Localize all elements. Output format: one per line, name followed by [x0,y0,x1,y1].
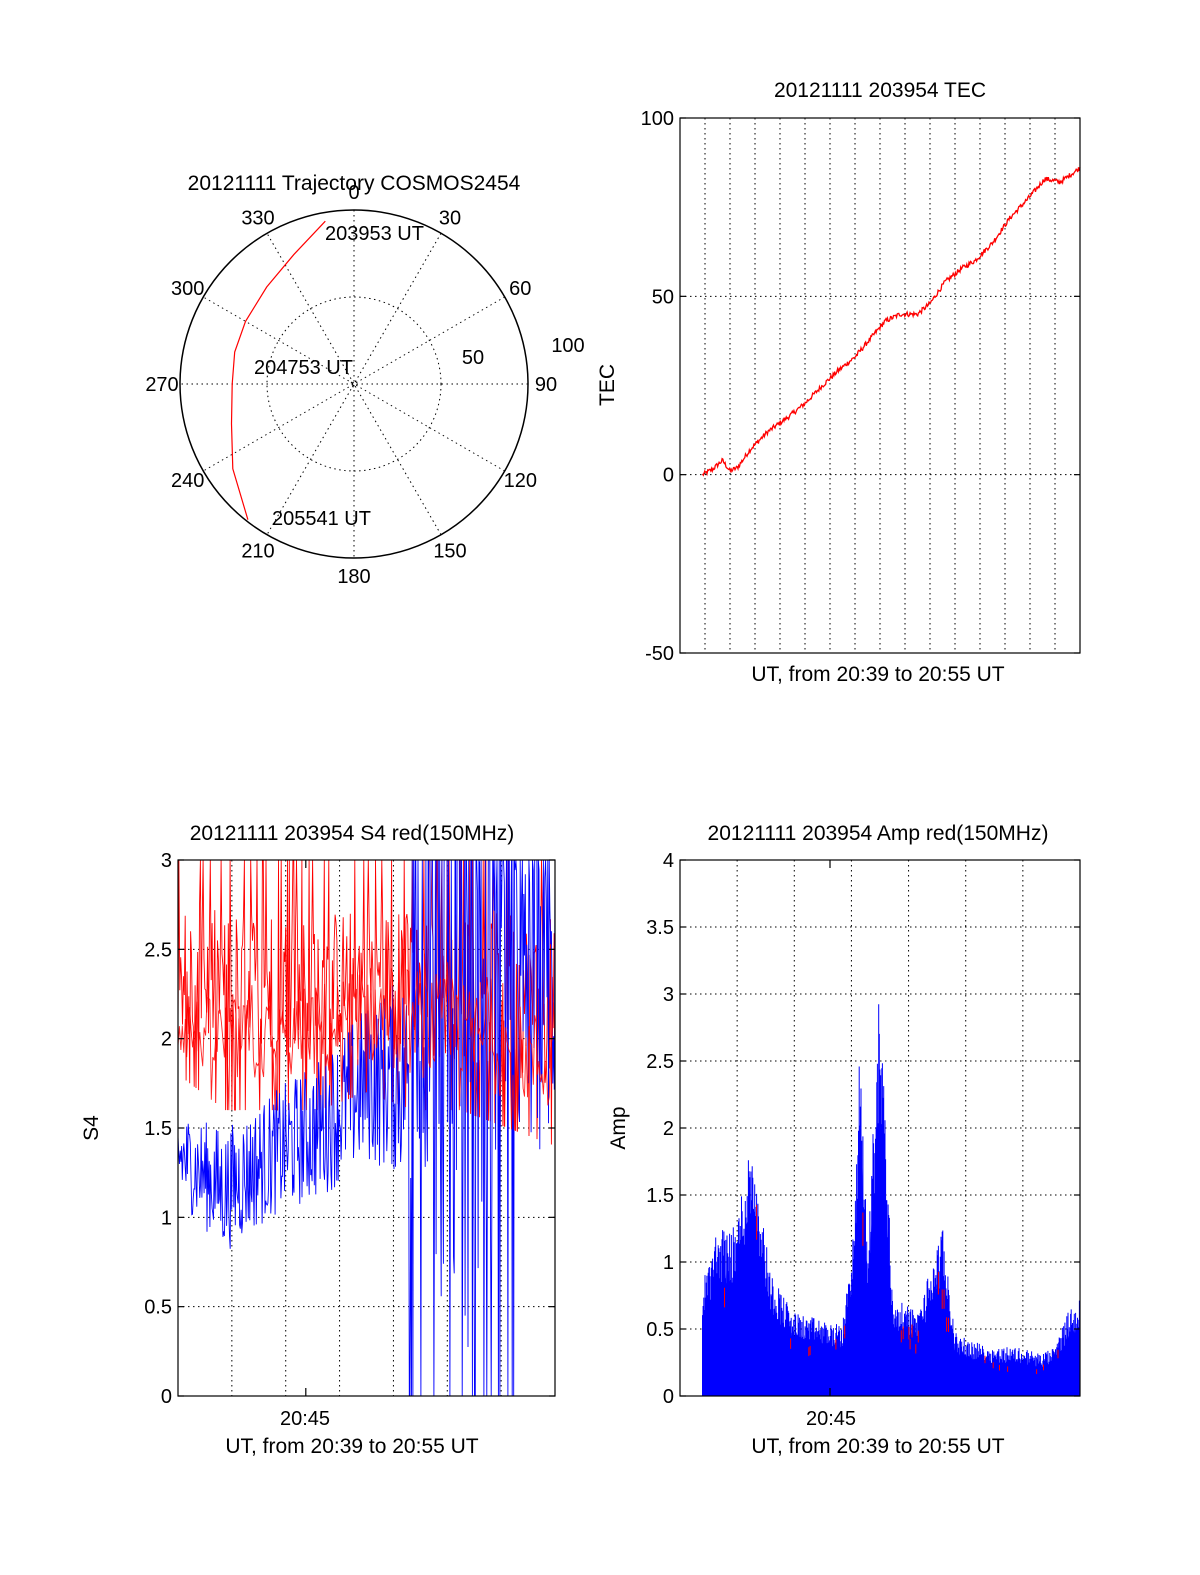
polar-angle-label-330: 330 [241,208,274,230]
polar-angle-label-300: 300 [171,278,204,300]
tec-plot-frame [679,117,1081,654]
s4-x-tick-2045: 20:45 [280,1408,330,1430]
s4-x-label: UT, from 20:39 to 20:55 UT [225,1435,478,1458]
s4-ytick-label-5: 0.5 [144,1297,172,1319]
polar-angle-label-240: 240 [171,470,204,492]
amp-ytick-label-8: 0 [663,1386,674,1408]
polar-angle-label-30: 30 [439,208,461,230]
amp-red-spikes [724,1204,1059,1374]
polar-spoke-150 [266,233,442,535]
s4-ytick-label-4: 1 [161,1207,172,1229]
polar-angle-label-150: 150 [433,540,466,562]
tec-ytick-label-1: 50 [652,286,674,308]
amp-ytick-label-0: 4 [663,850,674,872]
tec-series-line [701,167,1081,477]
trajectory-line [230,220,326,520]
polar-radius-label-100: 100 [551,335,584,357]
polar-angle-label-90: 90 [535,374,557,396]
polar-angle-labels: 0 30 60 90 120 150 180 210 240 270 300 330 [145,182,557,588]
s4-y-label: S4 [80,1115,103,1141]
amp-ytick-label-1: 3.5 [646,917,674,939]
polar-angle-label-270: 270 [145,374,178,396]
polar-angle-label-120: 120 [504,470,537,492]
amp-x-label: UT, from 20:39 to 20:55 UT [751,1435,1004,1458]
s4-ytick-label-0: 3 [161,850,172,872]
polar-radius-label-50: 50 [462,347,484,369]
polar-ring-50 [266,296,442,472]
polar-angle-label-180: 180 [337,566,370,588]
polar-title: 20121111 Trajectory COSMOS2454 [188,172,521,195]
polar-panel: 20121111 Trajectory COSMOS2454 0 30 60 90 12… [145,172,584,588]
amp-ytick-label-4: 2 [663,1118,674,1140]
amp-ytick-label-5: 1.5 [646,1185,674,1207]
amp-ytick-label-2: 3 [663,984,674,1006]
amp-title: 20121111 203954 Amp red(150MHz) [708,822,1049,845]
amp-y-ticks: 4 3.5 3 2.5 2 1.5 1 0.5 0 [646,850,1080,1408]
s4-blue-series [177,859,556,1397]
polar-spoke-30 [266,233,442,535]
tec-y-ticks: 100 50 0 -50 [641,108,1080,665]
tec-y-label: TEC [596,364,619,406]
s4-ytick-label-6: 0 [161,1386,172,1408]
polar-outer-ring [179,209,529,559]
tec-panel: 20121111 203954 TEC 100 50 0 -50 TEC UT, fr… [596,79,1081,686]
s4-y-ticks: 3 2.5 2 1.5 1 0.5 0 [144,850,555,1408]
tec-x-label: UT, from 20:39 to 20:55 UT [751,663,1004,686]
amp-y-label: Amp [607,1106,630,1149]
polar-angle-label-0: 0 [348,182,359,204]
trajectory-start-label: 203953 UT [325,223,424,245]
tec-ytick-label-3: -50 [645,643,674,665]
amp-ytick-label-7: 0.5 [646,1319,674,1341]
s4-series [177,859,556,1397]
trajectory-center-label: 204753 UT [254,357,353,379]
s4-panel: 20121111 203954 S4 red(150MHz) 3 2.5 2 1.5 1… [80,822,556,1458]
polar-angle-label-60: 60 [509,278,531,300]
s4-ytick-label-3: 1.5 [144,1118,172,1140]
polar-angle-label-210: 210 [241,540,274,562]
s4-title: 20121111 203954 S4 red(150MHz) [190,822,515,845]
s4-ytick-label-2: 2 [161,1029,172,1051]
amp-blue-spikes [702,1004,1081,1396]
s4-ytick-label-1: 2.5 [144,939,172,961]
s4-red-overlay-series [177,949,556,1132]
amp-ytick-label-6: 1 [663,1252,674,1274]
trajectory-end-label: 205541 UT [272,508,371,530]
tec-title: 20121111 203954 TEC [774,79,986,102]
amp-panel: 20121111 203954 Amp red(150MHz) 4 3.5 3 2.5… [607,822,1081,1458]
tec-ytick-label-0: 100 [641,108,674,130]
tec-ytick-label-2: 0 [663,465,674,487]
tec-grid [680,118,1080,653]
amp-x-tick-2045: 20:45 [806,1408,856,1430]
polar-grid [180,210,528,558]
amp-series [702,1004,1081,1396]
amp-ytick-label-3: 2.5 [646,1051,674,1073]
